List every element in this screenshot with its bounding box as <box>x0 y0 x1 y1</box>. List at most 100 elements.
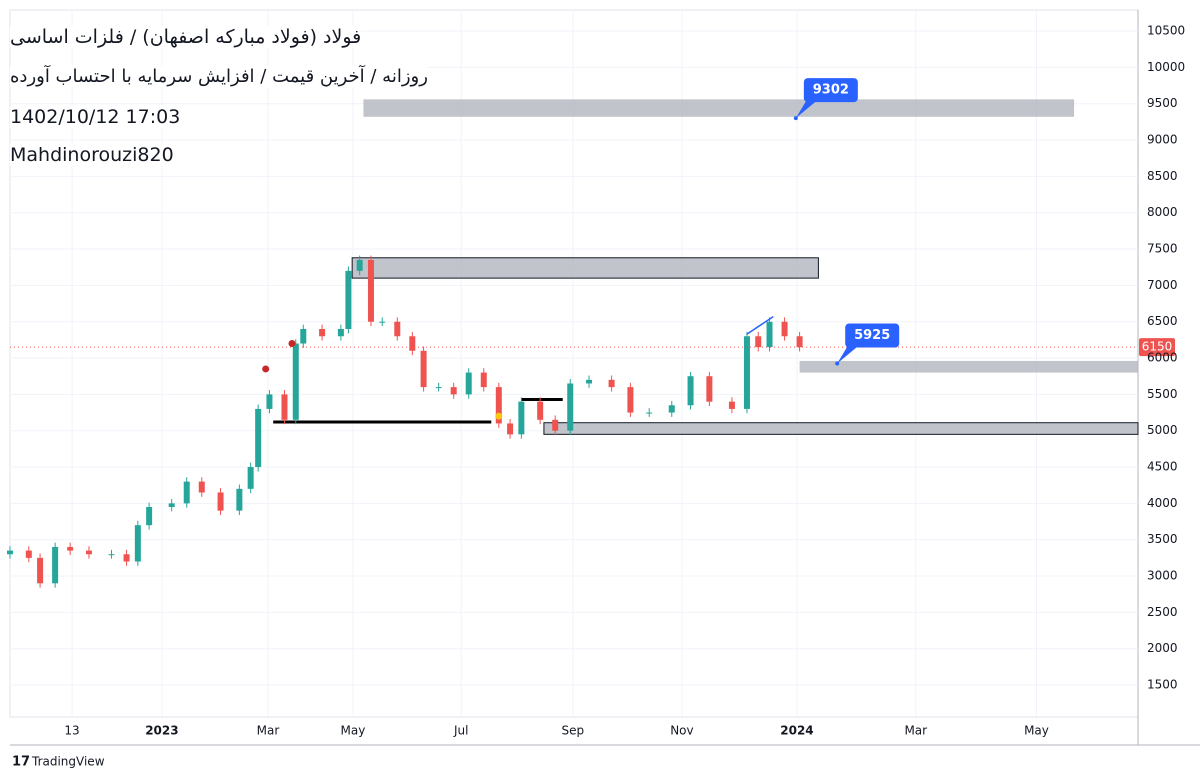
y-tick-label: 8500 <box>1147 169 1178 183</box>
y-tick-label: 5000 <box>1147 423 1178 437</box>
candle-body <box>646 412 653 414</box>
candle-body <box>766 321 773 348</box>
candle-body <box>409 336 416 351</box>
candle-body <box>345 270 352 329</box>
chart-date: 1402/10/12 17:03 <box>10 106 181 128</box>
candle-body <box>183 481 190 504</box>
candle-body <box>743 336 750 409</box>
signal-marker <box>262 365 270 373</box>
candle-body <box>480 372 487 388</box>
chart-title: فولاد (فولاد مبارکه اصفهان) / فلزات اساس… <box>10 26 362 48</box>
x-tick-label: Nov <box>670 724 693 738</box>
candle-body <box>796 336 803 348</box>
brand: TradingView <box>31 755 105 769</box>
y-tick-label: 2000 <box>1147 641 1178 655</box>
candle-body <box>255 408 262 468</box>
candle-body <box>394 321 401 337</box>
y-tick-label: 6500 <box>1147 314 1178 328</box>
callout-pointer <box>795 98 820 119</box>
y-tick-label: 8000 <box>1147 205 1178 219</box>
candle-body <box>7 550 13 555</box>
y-tick-label: 4500 <box>1147 460 1178 474</box>
candle-body <box>668 405 675 413</box>
x-tick-label: Mar <box>257 724 280 738</box>
y-tick-label: 2500 <box>1147 605 1178 619</box>
candle-body <box>781 321 788 337</box>
x-tick-label: 13 <box>64 724 79 738</box>
candle-body <box>728 401 735 409</box>
price-zone <box>363 99 1075 117</box>
y-tick-label: 3000 <box>1147 569 1178 583</box>
y-tick-label: 5500 <box>1147 387 1178 401</box>
candle-body <box>146 507 153 526</box>
candle-body <box>319 328 326 337</box>
candle-body <box>25 550 32 558</box>
callout-label: 9302 <box>813 83 849 98</box>
candle-body <box>379 321 386 323</box>
y-tick-label: 3500 <box>1147 532 1178 546</box>
chart-subtitle: روزانه / آخرین قیمت / افزایش سرمایه با ا… <box>10 66 428 87</box>
candle-body <box>495 387 502 424</box>
x-tick-label: May <box>1024 724 1049 738</box>
x-tick-label: Sep <box>562 724 585 738</box>
y-tick-label: 10500 <box>1147 24 1185 38</box>
chart-author: Mahdinorouzi820 <box>10 144 174 166</box>
candle-body <box>198 481 205 493</box>
candle-body <box>236 488 243 511</box>
candle-body <box>627 387 634 413</box>
price-zone <box>799 360 1138 373</box>
candle-body <box>37 557 44 584</box>
candle-body <box>67 546 74 551</box>
candle-body <box>420 350 427 388</box>
y-tick-label: 9000 <box>1147 133 1178 147</box>
y-tick-label: 4000 <box>1147 496 1178 510</box>
candle-body <box>247 467 254 489</box>
candle-body <box>292 343 299 420</box>
y-tick-label: 6000 <box>1147 351 1178 365</box>
y-tick-label: 7000 <box>1147 278 1178 292</box>
x-tick-label: 2023 <box>145 724 178 738</box>
callout-box <box>803 78 858 103</box>
candle-body <box>367 259 374 322</box>
labels: 9302 5925 6150 <box>793 78 1175 366</box>
candle-body <box>450 387 457 395</box>
candle-body <box>537 401 544 420</box>
trend-line <box>746 316 774 335</box>
price-zone <box>543 422 1139 435</box>
candle-body <box>85 550 92 555</box>
candle-body <box>123 554 130 562</box>
price-zone <box>351 257 819 279</box>
candle-body <box>356 259 363 271</box>
x-tick-label: Mar <box>904 724 927 738</box>
candle-body <box>586 379 593 384</box>
marks <box>7 99 1139 588</box>
candle-body <box>518 401 525 435</box>
candle-body <box>300 328 307 344</box>
candle-body <box>337 328 344 337</box>
candle-body <box>687 376 694 406</box>
candle-body <box>465 372 472 395</box>
candle-body <box>134 525 141 562</box>
candle-body <box>755 336 762 348</box>
x-tick-label: Jul <box>453 724 468 738</box>
y-tick-label: 1500 <box>1147 678 1178 692</box>
candle-body <box>52 546 59 584</box>
callout-pointer <box>837 343 862 364</box>
candle-body <box>567 383 574 431</box>
last-price-tag <box>1139 338 1175 357</box>
y-tick-label: 7500 <box>1147 242 1178 256</box>
candle-body <box>552 419 559 431</box>
x-tick-label: 2024 <box>780 724 813 738</box>
callout-label: 5925 <box>854 328 890 343</box>
candle-body <box>706 376 713 402</box>
candle-body <box>266 394 273 409</box>
candle-body <box>217 492 224 511</box>
last-price-label: 6150 <box>1142 340 1173 354</box>
signal-marker <box>288 340 296 348</box>
x-tick-label: May <box>341 724 366 738</box>
y-tick-label: 10000 <box>1147 60 1185 74</box>
callout-box <box>845 323 900 348</box>
candle-body <box>435 387 442 389</box>
